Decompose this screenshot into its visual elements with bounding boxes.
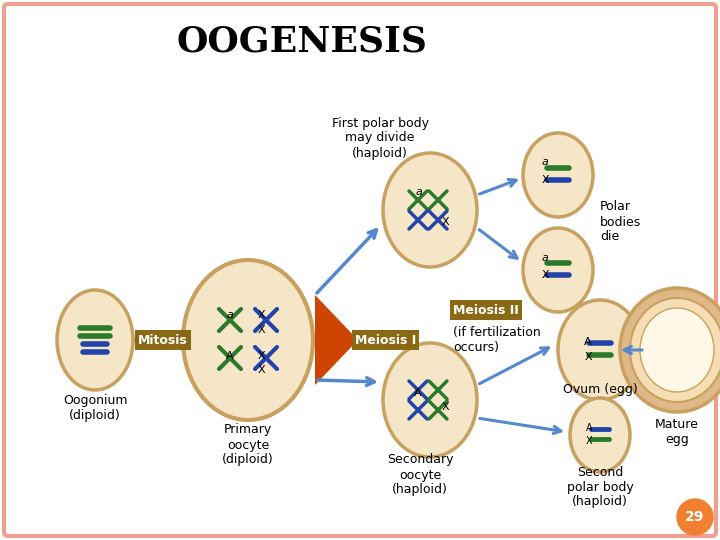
Polygon shape — [315, 295, 358, 385]
Text: X: X — [541, 270, 549, 280]
Ellipse shape — [523, 133, 593, 217]
Text: X: X — [257, 325, 265, 335]
Text: a: a — [415, 187, 423, 197]
Text: OOGENESIS: OOGENESIS — [177, 25, 428, 59]
Text: A: A — [226, 351, 234, 361]
Ellipse shape — [558, 300, 642, 400]
Text: a: a — [227, 310, 233, 320]
Text: 29: 29 — [685, 510, 705, 524]
Text: X: X — [257, 365, 265, 375]
Text: Ovum (egg): Ovum (egg) — [562, 383, 637, 396]
Text: a: a — [541, 253, 549, 263]
Ellipse shape — [630, 298, 720, 402]
Text: Second
polar body
(haploid): Second polar body (haploid) — [567, 465, 634, 509]
Text: X: X — [441, 217, 449, 227]
Text: Oogonium
(diploid): Oogonium (diploid) — [63, 394, 127, 422]
Text: Mitosis: Mitosis — [138, 334, 188, 347]
Ellipse shape — [523, 228, 593, 312]
Ellipse shape — [383, 343, 477, 457]
Circle shape — [677, 499, 713, 535]
Text: (if fertilization
occurs): (if fertilization occurs) — [453, 326, 541, 354]
Text: A: A — [585, 423, 593, 433]
Text: A: A — [414, 388, 422, 398]
Ellipse shape — [57, 290, 133, 390]
Text: Meiosis II: Meiosis II — [453, 303, 518, 316]
Text: X: X — [584, 352, 592, 362]
Text: Primary
oocyte
(diploid): Primary oocyte (diploid) — [222, 423, 274, 467]
Ellipse shape — [183, 260, 313, 420]
Text: A: A — [584, 337, 592, 347]
Text: X: X — [257, 310, 265, 320]
Text: Mature
egg: Mature egg — [655, 418, 699, 446]
Text: X: X — [541, 175, 549, 185]
Text: X: X — [585, 436, 593, 446]
Text: X: X — [257, 351, 265, 361]
Text: X: X — [441, 402, 449, 412]
FancyBboxPatch shape — [4, 4, 716, 536]
Text: Secondary
oocyte
(haploid): Secondary oocyte (haploid) — [387, 454, 454, 496]
Ellipse shape — [620, 288, 720, 412]
Ellipse shape — [383, 153, 477, 267]
Text: Meiosis I: Meiosis I — [355, 334, 416, 347]
Ellipse shape — [640, 308, 714, 392]
Text: a: a — [541, 157, 549, 167]
Text: First polar body
may divide
(haploid): First polar body may divide (haploid) — [331, 117, 428, 159]
Ellipse shape — [570, 398, 630, 472]
Text: Polar
bodies
die: Polar bodies die — [600, 200, 642, 244]
